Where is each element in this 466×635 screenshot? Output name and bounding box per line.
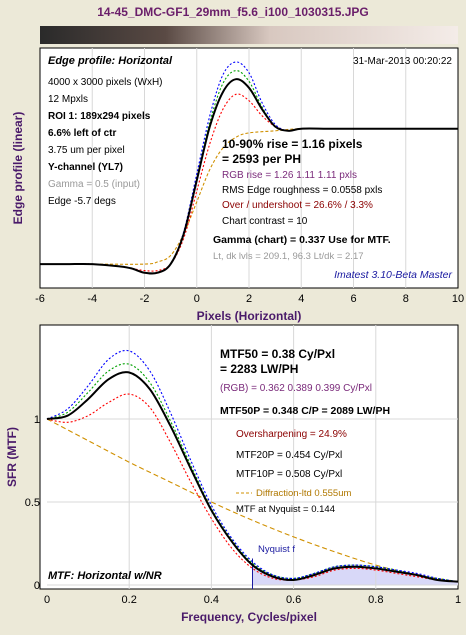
mtf10p: MTF10P = 0.508 Cy/Pxl bbox=[236, 469, 342, 480]
edge-x-tick-label: 8 bbox=[403, 293, 409, 305]
rise-main: 10-90% rise = 1.16 pixels bbox=[222, 137, 363, 151]
watermark: Imatest 3.10-Beta Master bbox=[334, 269, 452, 281]
edge-info-line: Y-channel (YL7) bbox=[48, 162, 123, 173]
mtf-x-label: Frequency, Cycles/pixel bbox=[181, 610, 317, 624]
edge-info-line: 3.75 um per pixel bbox=[48, 145, 125, 156]
diffraction-ltd: Diffraction-ltd 0.555um bbox=[256, 488, 351, 499]
mtf-series-line bbox=[46, 393, 459, 583]
edge-x-tick-label: 2 bbox=[246, 293, 252, 305]
edge-info-line: 6.6% left of ctr bbox=[48, 128, 116, 139]
edge-x-ticks: -6 -4 -2 0 2 4 6 8 10 bbox=[35, 293, 464, 305]
mtf-x-tick-label: 0 bbox=[44, 594, 50, 606]
edge-info-line: Edge -5.7 degs bbox=[48, 196, 116, 207]
chart-contrast: Chart contrast = 10 bbox=[222, 216, 308, 227]
mtf50: MTF50 = 0.38 Cy/Pxl bbox=[220, 347, 335, 361]
mtf-x-tick-label: 0.8 bbox=[368, 594, 383, 606]
gamma-chart: Gamma (chart) = 0.337 Use for MTF. bbox=[213, 234, 391, 246]
mtf-x-tick-label: 0.4 bbox=[204, 594, 219, 606]
levels: Lt, dk lvls = 209.1, 96.3 Lt/dk = 2.17 bbox=[213, 251, 364, 262]
edge-info-line: 12 Mpxls bbox=[48, 94, 88, 105]
rms-roughness: RMS Edge roughness = 0.0558 pxls bbox=[222, 185, 382, 196]
mtf-above-nyquist-fill bbox=[252, 565, 458, 585]
edge-x-tick-label: 4 bbox=[298, 293, 304, 305]
mtf20p: MTF20P = 0.454 Cy/Pxl bbox=[236, 450, 342, 461]
file-title: 14-45_DMC-GF1_29mm_f5.6_i100_1030315.JPG bbox=[97, 5, 369, 19]
mtf-x-tick-label: 0.2 bbox=[122, 594, 137, 606]
nyquist-fill-area bbox=[252, 565, 458, 585]
edge-date: 31-Mar-2013 00:20:22 bbox=[353, 56, 452, 67]
edge-x-label: Pixels (Horizontal) bbox=[197, 309, 302, 323]
edge-y-label: Edge profile (linear) bbox=[11, 112, 25, 225]
over-undershoot: Over / undershoot = 26.6% / 3.3% bbox=[222, 200, 373, 211]
mtf-y-tick-label: 0.5 bbox=[25, 497, 40, 509]
mtf-at-nyquist: MTF at Nyquist = 0.144 bbox=[236, 504, 335, 515]
mtf-x-tick-label: 0.6 bbox=[286, 594, 301, 606]
nyquist-label: Nyquist f bbox=[258, 544, 295, 555]
edge-grid bbox=[91, 48, 407, 288]
rise-ph: = 2593 per PH bbox=[222, 152, 301, 166]
edge-x-tick-label: -4 bbox=[87, 293, 97, 305]
edge-heading: Edge profile: Horizontal bbox=[48, 55, 173, 67]
mtf-ticks: 0 0.2 0.4 0.6 0.8 1 0 0.5 1 bbox=[25, 414, 461, 606]
edge-x-tick-label: 0 bbox=[194, 293, 200, 305]
mtf-bottom-label: MTF: Horizontal w/NR bbox=[48, 570, 162, 582]
edge-curves bbox=[40, 61, 458, 275]
edge-info-block: 4000 x 3000 pixels (WxH) 12 Mpxls ROI 1: 1… bbox=[48, 77, 163, 207]
mtf50-rgb: (RGB) = 0.362 0.389 0.399 Cy/Pxl bbox=[220, 383, 372, 394]
mtf50-lw: = 2283 LW/PH bbox=[220, 362, 298, 376]
mtf-series-line bbox=[46, 371, 459, 583]
edge-x-tick-label: -2 bbox=[140, 293, 150, 305]
oversharpening: Oversharpening = 24.9% bbox=[236, 429, 347, 440]
mtf-curves bbox=[46, 349, 459, 583]
edge-series-line bbox=[40, 78, 458, 275]
edge-info-line: 4000 x 3000 pixels (WxH) bbox=[48, 77, 163, 88]
edge-x-tick-label: 10 bbox=[452, 293, 464, 305]
rgb-rise: RGB rise = 1.26 1.11 1.11 pxls bbox=[222, 170, 357, 181]
mtf-series-line bbox=[46, 349, 459, 583]
mtf-grid bbox=[47, 325, 458, 589]
edge-x-tick-label: 6 bbox=[350, 293, 356, 305]
mtf-y-label: SFR (MTF) bbox=[5, 427, 19, 487]
mtf-y-tick-label: 0 bbox=[34, 580, 40, 592]
edge-info-line: ROI 1: 189x294 pixels bbox=[48, 111, 151, 122]
edge-image-strip bbox=[40, 26, 458, 44]
edge-x-tick-label: -6 bbox=[35, 293, 45, 305]
mtf50p: MTF50P = 0.348 C/P = 2089 LW/PH bbox=[220, 405, 390, 417]
mtf-plot-area bbox=[39, 324, 459, 590]
mtf-y-tick-label: 1 bbox=[34, 414, 40, 426]
mtf-x-tick-label: 1 bbox=[455, 594, 461, 606]
edge-info-line: Gamma = 0.5 (input) bbox=[48, 179, 140, 190]
